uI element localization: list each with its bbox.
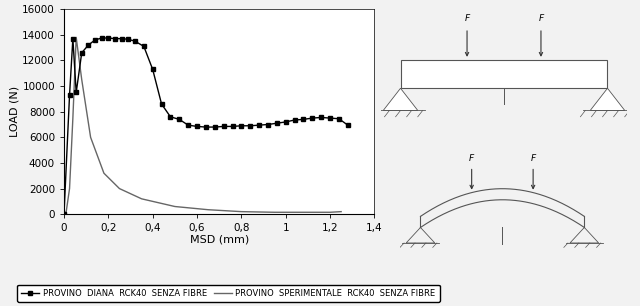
PROVINO  SPERIMENTALE  RCK40  SENZA FIBRE bbox=[100, 171, 108, 175]
PROVINO  DIANA  RCK40  SENZA FIBRE bbox=[220, 125, 227, 128]
PROVINO  DIANA  RCK40  SENZA FIBRE bbox=[166, 115, 174, 119]
Legend: PROVINO  DIANA  RCK40  SENZA FIBRE, PROVINO  SPERIMENTALE  RCK40  SENZA FIBRE: PROVINO DIANA RCK40 SENZA FIBRE, PROVINO… bbox=[17, 285, 440, 302]
PROVINO  SPERIMENTALE  RCK40  SENZA FIBRE bbox=[138, 197, 145, 201]
PROVINO  DIANA  RCK40  SENZA FIBRE bbox=[78, 51, 86, 54]
PROVINO  SPERIMENTALE  RCK40  SENZA FIBRE bbox=[69, 116, 77, 120]
PROVINO  SPERIMENTALE  RCK40  SENZA FIBRE bbox=[204, 208, 212, 211]
X-axis label: MSD (mm): MSD (mm) bbox=[189, 235, 249, 244]
PROVINO  DIANA  RCK40  SENZA FIBRE bbox=[118, 37, 125, 40]
PROVINO  DIANA  RCK40  SENZA FIBRE bbox=[157, 102, 165, 106]
Polygon shape bbox=[406, 227, 435, 243]
Line: PROVINO  SPERIMENTALE  RCK40  SENZA FIBRE: PROVINO SPERIMENTALE RCK40 SENZA FIBRE bbox=[64, 37, 341, 214]
PROVINO  SPERIMENTALE  RCK40  SENZA FIBRE bbox=[237, 210, 245, 214]
PROVINO  DIANA  RCK40  SENZA FIBRE bbox=[98, 36, 106, 40]
PROVINO  DIANA  RCK40  SENZA FIBRE bbox=[193, 125, 201, 128]
PROVINO  DIANA  RCK40  SENZA FIBRE bbox=[211, 125, 219, 129]
PROVINO  DIANA  RCK40  SENZA FIBRE bbox=[326, 116, 334, 120]
PROVINO  DIANA  RCK40  SENZA FIBRE bbox=[273, 121, 281, 125]
Y-axis label: LOAD (N): LOAD (N) bbox=[10, 86, 19, 137]
Polygon shape bbox=[383, 88, 418, 110]
PROVINO  DIANA  RCK40  SENZA FIBRE bbox=[237, 124, 245, 128]
PROVINO  DIANA  RCK40  SENZA FIBRE bbox=[60, 212, 68, 216]
PROVINO  DIANA  RCK40  SENZA FIBRE bbox=[228, 125, 236, 128]
PROVINO  DIANA  RCK40  SENZA FIBRE bbox=[282, 120, 289, 124]
PROVINO  SPERIMENTALE  RCK40  SENZA FIBRE bbox=[72, 35, 80, 39]
PROVINO  DIANA  RCK40  SENZA FIBRE bbox=[140, 44, 148, 48]
Text: F: F bbox=[469, 154, 474, 163]
PROVINO  DIANA  RCK40  SENZA FIBRE bbox=[308, 116, 316, 120]
Polygon shape bbox=[590, 88, 625, 110]
PROVINO  DIANA  RCK40  SENZA FIBRE bbox=[300, 118, 307, 121]
PROVINO  DIANA  RCK40  SENZA FIBRE bbox=[84, 43, 92, 47]
PROVINO  DIANA  RCK40  SENZA FIBRE bbox=[111, 37, 119, 40]
PROVINO  SPERIMENTALE  RCK40  SENZA FIBRE bbox=[66, 187, 74, 190]
Bar bbox=[401, 60, 607, 88]
PROVINO  SPERIMENTALE  RCK40  SENZA FIBRE bbox=[304, 211, 312, 214]
PROVINO  DIANA  RCK40  SENZA FIBRE bbox=[175, 118, 183, 121]
PROVINO  SPERIMENTALE  RCK40  SENZA FIBRE bbox=[171, 205, 179, 208]
PROVINO  SPERIMENTALE  RCK40  SENZA FIBRE bbox=[116, 187, 124, 190]
PROVINO  DIANA  RCK40  SENZA FIBRE bbox=[344, 123, 351, 127]
PROVINO  DIANA  RCK40  SENZA FIBRE bbox=[69, 37, 77, 40]
PROVINO  DIANA  RCK40  SENZA FIBRE bbox=[104, 36, 112, 40]
PROVINO  DIANA  RCK40  SENZA FIBRE bbox=[317, 116, 325, 119]
PROVINO  SPERIMENTALE  RCK40  SENZA FIBRE bbox=[337, 210, 345, 214]
Text: F: F bbox=[538, 14, 543, 23]
PROVINO  DIANA  RCK40  SENZA FIBRE bbox=[124, 37, 132, 41]
PROVINO  SPERIMENTALE  RCK40  SENZA FIBRE bbox=[78, 78, 86, 81]
PROVINO  DIANA  RCK40  SENZA FIBRE bbox=[66, 93, 74, 97]
PROVINO  DIANA  RCK40  SENZA FIBRE bbox=[72, 91, 80, 94]
PROVINO  DIANA  RCK40  SENZA FIBRE bbox=[246, 124, 254, 128]
PROVINO  DIANA  RCK40  SENZA FIBRE bbox=[149, 68, 157, 71]
PROVINO  DIANA  RCK40  SENZA FIBRE bbox=[131, 39, 139, 43]
PROVINO  DIANA  RCK40  SENZA FIBRE bbox=[202, 125, 210, 129]
PROVINO  DIANA  RCK40  SENZA FIBRE bbox=[91, 38, 99, 42]
PROVINO  DIANA  RCK40  SENZA FIBRE bbox=[264, 123, 272, 126]
PROVINO  SPERIMENTALE  RCK40  SENZA FIBRE bbox=[271, 211, 278, 214]
PROVINO  SPERIMENTALE  RCK40  SENZA FIBRE bbox=[60, 212, 68, 216]
Polygon shape bbox=[570, 227, 598, 243]
PROVINO  DIANA  RCK40  SENZA FIBRE bbox=[291, 118, 298, 122]
PROVINO  DIANA  RCK40  SENZA FIBRE bbox=[184, 123, 192, 127]
Line: PROVINO  DIANA  RCK40  SENZA FIBRE: PROVINO DIANA RCK40 SENZA FIBRE bbox=[62, 36, 349, 216]
PROVINO  SPERIMENTALE  RCK40  SENZA FIBRE bbox=[62, 210, 70, 214]
Text: F: F bbox=[465, 14, 470, 23]
PROVINO  SPERIMENTALE  RCK40  SENZA FIBRE bbox=[87, 136, 95, 139]
Text: F: F bbox=[531, 154, 536, 163]
PROVINO  SPERIMENTALE  RCK40  SENZA FIBRE bbox=[326, 211, 334, 214]
PROVINO  DIANA  RCK40  SENZA FIBRE bbox=[335, 117, 343, 121]
PROVINO  DIANA  RCK40  SENZA FIBRE bbox=[255, 123, 263, 127]
